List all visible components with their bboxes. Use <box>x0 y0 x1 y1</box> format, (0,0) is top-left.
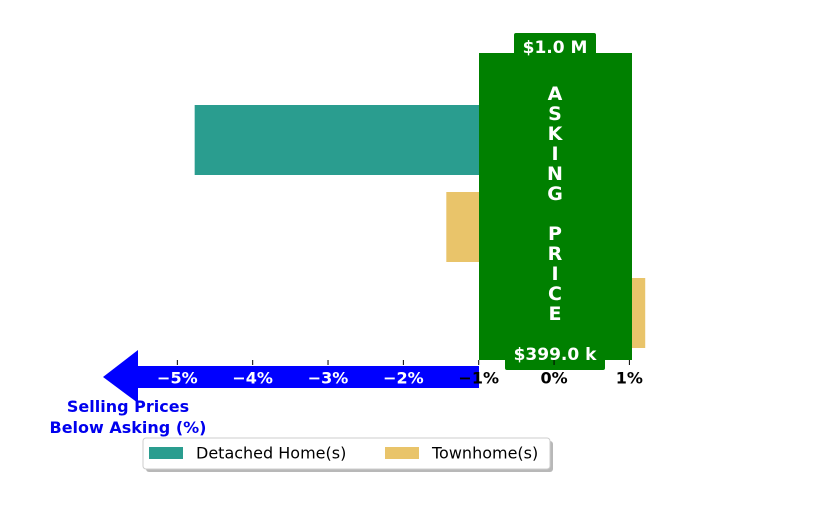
x-tick-label: −1% <box>458 369 499 388</box>
x-axis: −5% −4% −3% −2% −1% 0% 1% <box>157 360 643 388</box>
x-tick-label: −4% <box>232 369 273 388</box>
bottom-label: $399.0 k <box>514 345 598 365</box>
x-tick-label: 1% <box>616 369 643 388</box>
legend-swatch <box>385 447 419 459</box>
legend: Detached Home(s) Townhome(s) <box>142 437 553 472</box>
x-axis-label: Selling Prices Below Asking (%) <box>49 397 207 437</box>
legend-box <box>142 437 551 470</box>
x-tick-label: −5% <box>157 369 198 388</box>
x-tick-label: −3% <box>308 369 349 388</box>
x-tick-label: −2% <box>383 369 424 388</box>
legend-label: Detached Home(s) <box>196 444 346 463</box>
legend-label: Townhome(s) <box>431 444 538 463</box>
axis-arrow <box>103 350 479 403</box>
top-label-box <box>514 33 596 60</box>
x-tick-label: 0% <box>540 369 567 388</box>
top-label: $1.0 M <box>523 38 588 58</box>
legend-swatch <box>149 447 183 459</box>
asking-box <box>479 53 632 360</box>
bottom-label-box <box>505 343 605 370</box>
legend-items: Detached Home(s) Townhome(s) <box>149 444 538 463</box>
